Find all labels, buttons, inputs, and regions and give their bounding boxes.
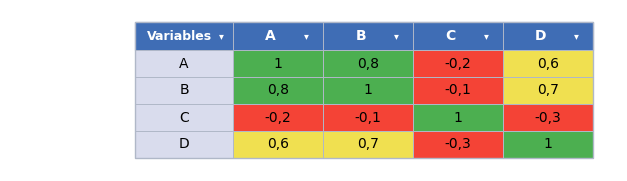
Text: -0,1: -0,1 <box>445 83 472 98</box>
Bar <box>323 104 413 131</box>
Bar <box>413 104 503 131</box>
Bar <box>413 77 503 104</box>
Bar <box>233 77 323 104</box>
Bar <box>135 104 233 131</box>
Bar <box>323 50 413 77</box>
Text: B: B <box>179 83 189 98</box>
Bar <box>323 131 413 158</box>
Text: 1: 1 <box>273 56 282 71</box>
Text: C: C <box>446 29 456 43</box>
Bar <box>323 22 413 50</box>
Bar <box>135 50 233 77</box>
Bar <box>503 77 593 104</box>
Text: D: D <box>179 138 189 151</box>
Text: C: C <box>179 110 189 125</box>
Bar <box>503 50 593 77</box>
Bar <box>233 22 323 50</box>
Bar <box>233 131 323 158</box>
Bar <box>233 50 323 77</box>
Bar <box>233 104 323 131</box>
Text: 0,6: 0,6 <box>267 138 289 151</box>
Text: B: B <box>356 29 366 43</box>
Bar <box>503 131 593 158</box>
Bar <box>413 131 503 158</box>
Text: ▾: ▾ <box>394 31 399 41</box>
Text: -0,2: -0,2 <box>445 56 472 71</box>
Bar <box>135 22 593 158</box>
Text: D: D <box>535 29 547 43</box>
Text: 1: 1 <box>544 138 552 151</box>
Text: -0,1: -0,1 <box>354 110 381 125</box>
Text: ▾: ▾ <box>485 31 489 41</box>
Text: ▾: ▾ <box>574 31 579 41</box>
Text: 0,7: 0,7 <box>537 83 559 98</box>
Text: -0,2: -0,2 <box>265 110 292 125</box>
Text: 1: 1 <box>453 110 463 125</box>
Bar <box>503 104 593 131</box>
Bar <box>135 131 233 158</box>
Text: Variables: Variables <box>147 30 212 43</box>
Text: ▾: ▾ <box>219 31 224 41</box>
Text: 0,7: 0,7 <box>357 138 379 151</box>
Text: ▾: ▾ <box>304 31 309 41</box>
Text: A: A <box>265 29 276 43</box>
Text: -0,3: -0,3 <box>445 138 472 151</box>
Bar <box>135 77 233 104</box>
Bar <box>135 22 233 50</box>
Text: 0,8: 0,8 <box>357 56 379 71</box>
Text: 1: 1 <box>364 83 372 98</box>
Text: 0,8: 0,8 <box>267 83 289 98</box>
Text: 0,6: 0,6 <box>537 56 559 71</box>
Bar <box>413 22 503 50</box>
Text: -0,3: -0,3 <box>535 110 561 125</box>
Bar <box>323 77 413 104</box>
Bar <box>413 50 503 77</box>
Bar <box>503 22 593 50</box>
Text: A: A <box>179 56 189 71</box>
